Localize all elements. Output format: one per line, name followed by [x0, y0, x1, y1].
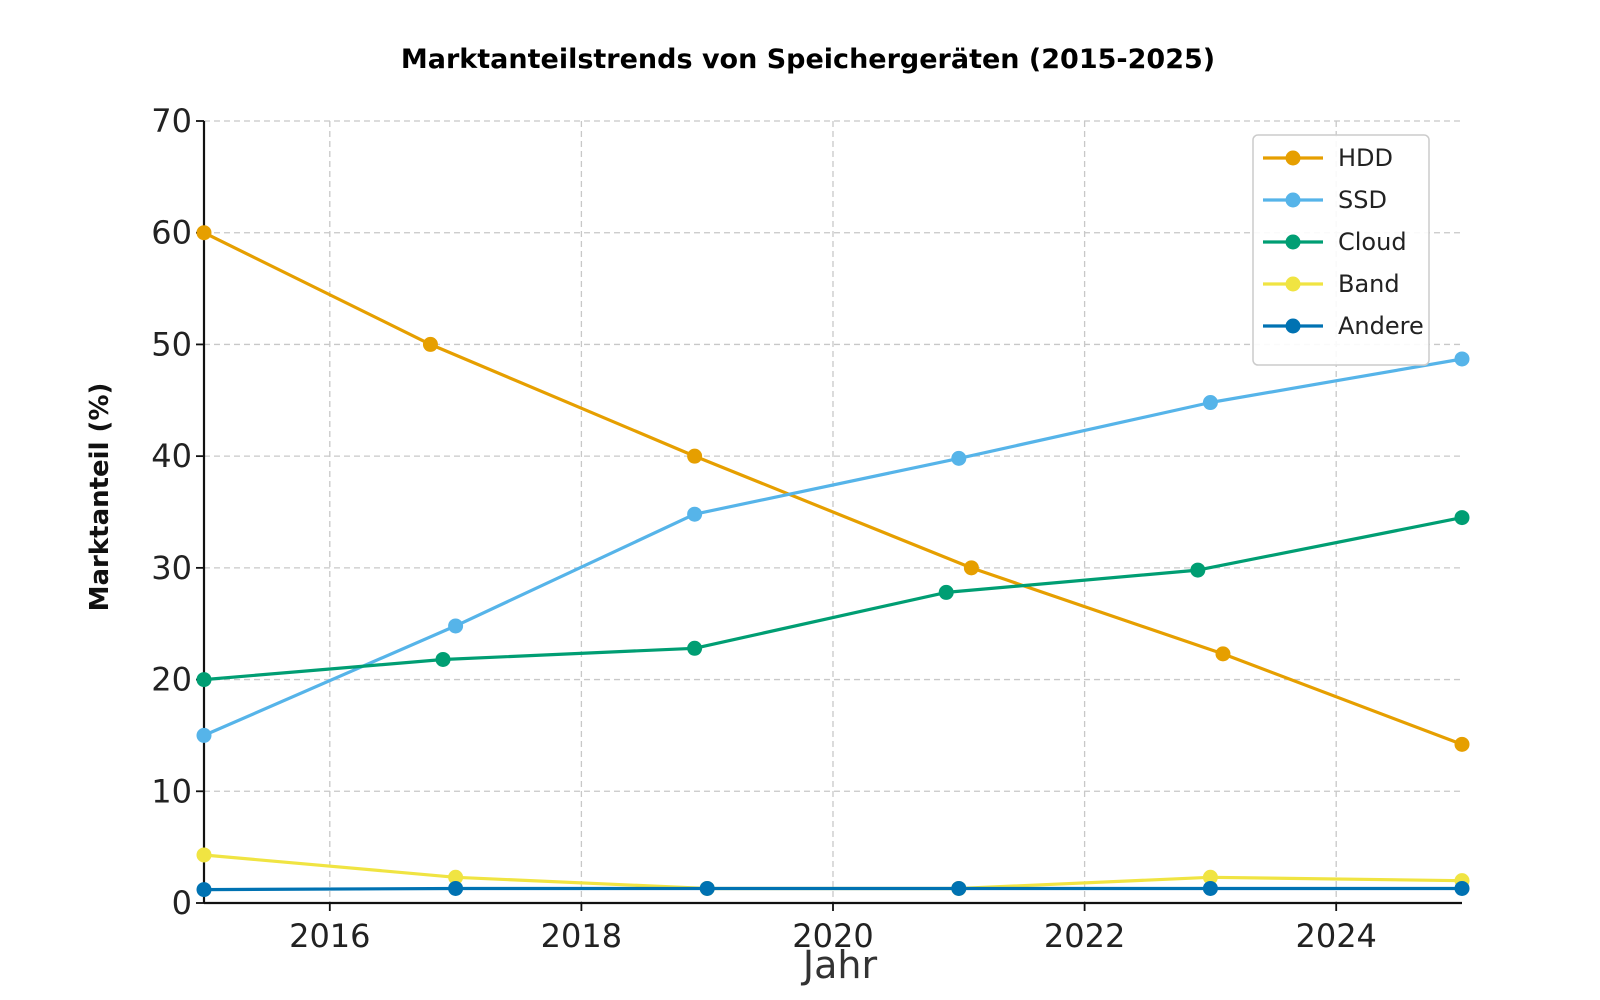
- data-point-band: [448, 869, 464, 885]
- data-point-hdd: [1215, 646, 1231, 662]
- y-tick-label: 50: [151, 325, 192, 363]
- y-axis-label: Marktanteil (%): [85, 383, 115, 612]
- data-point-hdd: [196, 225, 212, 241]
- data-point-andere: [1454, 880, 1470, 896]
- chart-title: Marktanteilstrends von Speichergeräten (…: [401, 44, 1215, 75]
- data-point-ssd: [1454, 351, 1470, 367]
- data-point-andere: [1202, 880, 1218, 896]
- series-line-ssd: [203, 357, 1463, 737]
- data-point-andere: [951, 880, 967, 896]
- data-point-hdd: [422, 336, 438, 352]
- x-tick-label: 2016: [289, 917, 370, 955]
- y-tick-label: 10: [151, 772, 192, 810]
- x-tick-label: 2018: [541, 917, 622, 955]
- ticks: 0 10 20 30 40 50 60 70 2016 2018 2020 2022 2024: [151, 102, 1377, 955]
- x-tick-label: 2022: [1044, 917, 1125, 955]
- data-point-hdd: [963, 560, 979, 576]
- data-point-band: [1202, 869, 1218, 885]
- legend-box: [1252, 134, 1430, 366]
- x-axis-label: Jahr: [801, 943, 878, 987]
- legend-marker-band: [1285, 276, 1301, 292]
- legend-label-ssd: SSD: [1338, 186, 1387, 214]
- y-tick-label: 40: [151, 437, 192, 475]
- legend: HDD SSD Cloud Band Andere: [1252, 134, 1430, 366]
- data-point-andere: [448, 880, 464, 896]
- x-tick-label: 2024: [1295, 917, 1376, 955]
- y-tick-label: 0: [172, 884, 192, 922]
- data-point-ssd: [951, 450, 967, 466]
- data-point-cloud: [1454, 510, 1470, 526]
- data-point-cloud: [1190, 562, 1206, 578]
- data-point-band: [196, 847, 212, 863]
- y-tick-label: 70: [151, 102, 192, 140]
- data-point-cloud: [196, 672, 212, 688]
- data-point-andere: [196, 882, 212, 898]
- data-point-andere: [699, 880, 715, 896]
- legend-label-andere: Andere: [1338, 312, 1424, 340]
- legend-marker-ssd: [1285, 192, 1301, 208]
- legend-marker-cloud: [1285, 234, 1301, 250]
- series-line-cloud: [203, 516, 1463, 682]
- legend-label-cloud: Cloud: [1338, 228, 1407, 256]
- y-tick-label: 20: [151, 661, 192, 699]
- y-tick-label: 30: [151, 549, 192, 587]
- data-point-cloud: [938, 584, 954, 600]
- data-point-ssd: [1202, 395, 1218, 411]
- data-point-hdd: [687, 448, 703, 464]
- legend-marker-andere: [1285, 318, 1301, 334]
- series-line-andere: [203, 886, 1462, 892]
- series-line-hdd: [203, 231, 1463, 746]
- legend-label-band: Band: [1338, 270, 1400, 298]
- data-point-ssd: [196, 727, 212, 743]
- data-point-hdd: [1454, 736, 1470, 752]
- data-point-ssd: [448, 618, 464, 634]
- legend-label-hdd: HDD: [1338, 144, 1393, 172]
- x-tick-label: 2020: [792, 917, 873, 955]
- data-point-ssd: [687, 506, 703, 522]
- legend-marker-hdd: [1285, 150, 1301, 166]
- y-tick-label: 60: [151, 214, 192, 252]
- data-point-cloud: [435, 651, 451, 667]
- data-point-cloud: [687, 640, 703, 656]
- series-lines: [196, 225, 1470, 898]
